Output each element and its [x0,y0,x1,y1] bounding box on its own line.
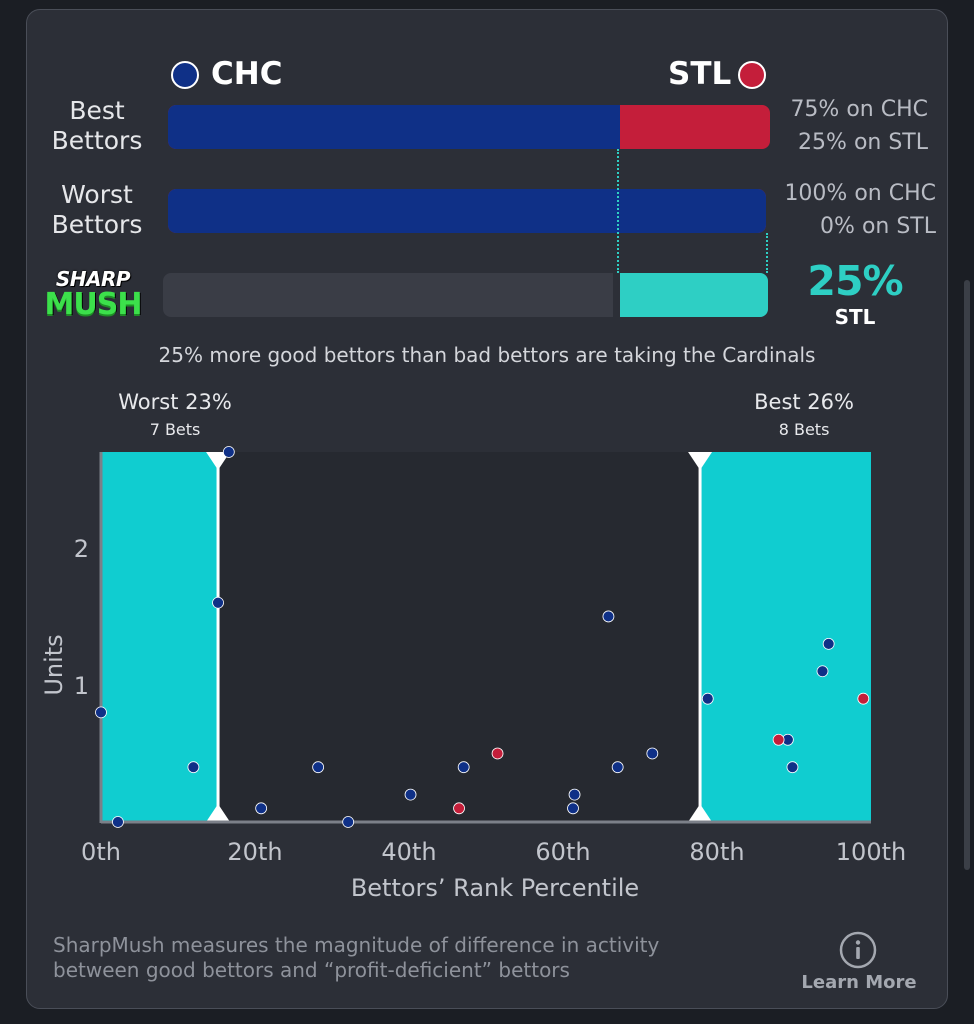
sharpmush-fill [612,273,768,317]
best-bettors-bar [168,105,770,149]
sharpmush-value: 25% [807,257,903,305]
data-point-s0-10 [567,802,579,815]
data-point-s0-18 [816,665,829,678]
best-bettors-label: Best Bettors [37,96,157,156]
data-point-s0-2 [187,761,200,774]
sharpmush-logo: SHARP MUSH [34,268,152,326]
data-point-s0-13 [611,761,624,774]
shaded-region-0 [101,452,219,822]
connector-line-right [766,233,768,273]
data-point-s0-9 [457,761,470,774]
worst-bettors-label: Worst Bettors [37,180,157,240]
worst-bettors-chc-segment [168,189,766,233]
data-point-s0-8 [404,788,417,801]
worst-pct-chc: 100% on CHC [784,181,936,206]
chc-dot-icon [171,61,199,89]
data-point-s0-12 [602,610,615,623]
best-pct-chc: 75% on CHC [790,97,928,122]
x-axis-title: Bettors’ Rank Percentile [351,874,639,902]
divider-top-handle-icon-1 [688,452,713,470]
bettors-rank-scatter-chart: Worst 23% 7 Bets Best 26% 8 Bets 0th 20th 40th… [40,390,906,902]
learn-more-button[interactable]: Learn More [800,928,918,994]
data-point-s1-3 [857,692,870,705]
best-bettors-percentages: 75% on CHC 25% on STL [740,93,928,159]
logo-line1: SHARP [55,267,131,291]
team-right-label: STL [668,56,732,92]
best-bettors-chc-segment [168,105,620,149]
data-point-s0-7 [342,816,355,828]
footer-line2: between good bettors and “profit-deficie… [53,958,570,982]
connector-line-left [617,149,619,273]
worst-label-line2: Bettors [51,210,143,239]
x-tick-label-2: 40th [381,838,436,866]
data-point-s1-0 [453,802,465,815]
x-tick-label-5: 100th [836,838,906,866]
y-tick-label-1: 2 [74,535,89,563]
x-tick-label-4: 80th [689,838,744,866]
data-point-s0-4 [222,446,235,458]
team-left-label: CHC [211,56,283,92]
scrollbar[interactable] [964,280,970,870]
y-axis-title: Units [40,634,68,695]
y-tick-label-0: 1 [74,672,89,700]
data-point-s0-14 [646,747,659,760]
summary-text: 25% more good bettors than bad bettors a… [158,343,816,367]
footer-description: SharpMush measures the magnitude of diff… [53,933,793,983]
divider-top-handle-icon-0 [206,452,231,470]
data-point-s1-2 [772,733,785,746]
data-point-s0-17 [786,761,799,774]
best-pct-stl: 25% on STL [798,130,928,155]
data-point-s0-19 [822,637,835,650]
footer-line1: SharpMush measures the magnitude of diff… [53,933,660,957]
divider-bottom-handle-icon-0 [206,804,231,822]
stl-dot-icon [738,61,766,89]
worst-pct-stl: 0% on STL [820,214,936,239]
data-point-s1-1 [491,747,504,760]
data-point-s0-3 [212,596,224,609]
x-tick-label-0: 0th [81,838,121,866]
worst-bettors-percentages: 100% on CHC 0% on STL [740,177,936,243]
learn-more-label: Learn More [801,972,917,993]
logo-line2: MUSH [44,287,143,322]
data-point-s0-5 [255,802,268,815]
shaded-region-1 [700,452,871,822]
region-sublabel-0: 7 Bets [150,420,201,439]
data-point-s0-1 [112,816,124,828]
data-point-s0-0 [95,706,107,719]
worst-bettors-bar [168,189,766,233]
region-label-0: Worst 23% [118,390,232,414]
info-circle-icon [839,931,877,969]
data-point-s0-15 [701,692,714,705]
region-sublabel-1: 8 Bets [779,420,830,439]
data-point-s0-11 [568,788,581,801]
x-tick-label-1: 20th [227,838,282,866]
divider-bottom-handle-icon-1 [688,804,713,822]
x-tick-label-3: 60th [535,838,590,866]
data-point-s0-6 [312,761,325,774]
best-label-line2: Bettors [51,126,143,155]
sharpmush-team: STL [834,305,876,329]
best-label-line1: Best [69,96,125,125]
region-label-1: Best 26% [754,390,854,414]
worst-label-line1: Worst [61,180,133,209]
sharpmush-bar [163,273,768,317]
